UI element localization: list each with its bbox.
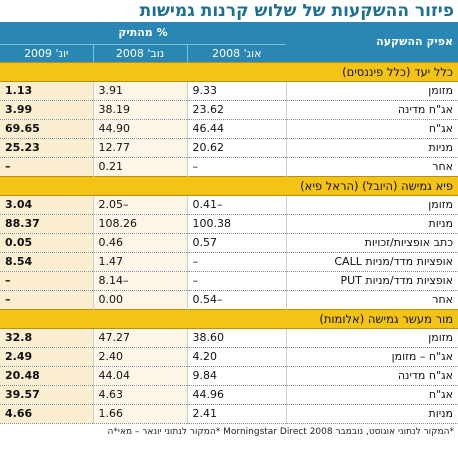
value-nov-2008: 8.14– [93, 271, 188, 291]
row-label: אופציות מדד/מניות CALL [286, 252, 458, 272]
value-nov-2008: 4.63 [93, 385, 188, 405]
value-nov-2008: 2.05– [93, 195, 188, 215]
value-jun-2009: 1.13 [0, 81, 94, 101]
header-row: אפיק ההשקעה % מהתיק [0, 22, 458, 62]
row-label: אג"ח – מזומן [286, 347, 458, 367]
section-header-row: כלל יעד (כלל פיננסים) [0, 61, 458, 82]
value-aug-2008: 2.41 [187, 404, 287, 424]
table-row: מזומן 0.41– 2.05– 3.04 [0, 195, 458, 215]
value-aug-2008: 38.60 [187, 328, 287, 348]
value-aug-2008: 9.84 [187, 366, 287, 386]
section-header-row: מור מעשר גמישה (אלומות) [0, 308, 458, 329]
value-jun-2009: 3.04 [0, 195, 94, 215]
value-jun-2009: 88.37 [0, 214, 94, 234]
table-row: אג"ח 46.44 44.90 69.65 [0, 119, 458, 139]
value-nov-2008: 2.40 [93, 347, 188, 367]
value-jun-2009: – [0, 290, 94, 310]
row-label: מניות [286, 214, 458, 234]
value-jun-2009: 8.54 [0, 252, 94, 272]
table-row: כתב אופציות/זכויות 0.57 0.46 0.05 [0, 233, 458, 253]
value-jun-2009: 20.48 [0, 366, 94, 386]
value-jun-2009: – [0, 157, 94, 177]
table-row: אג"ח מדינה 9.84 44.04 20.48 [0, 366, 458, 386]
value-aug-2008: 46.44 [187, 119, 287, 139]
value-jun-2009: 25.23 [0, 138, 94, 158]
row-label: אג"ח [286, 385, 458, 405]
table-row: מניות 100.38 108.26 88.37 [0, 214, 458, 234]
table-row: אחר 0.54– 0.00– [0, 290, 458, 310]
table-row: אופציות מדד/מניות PUT –8.14– – [0, 271, 458, 291]
table-row: מזומן 9.33 3.91 1.13 [0, 81, 458, 101]
value-nov-2008: 38.19 [93, 100, 188, 120]
value-aug-2008: 20.62 [187, 138, 287, 158]
table-row: מניות 2.41 1.66 4.66 [0, 404, 458, 424]
value-aug-2008: 4.20 [187, 347, 287, 367]
row-label: אחר [286, 157, 458, 177]
table-row: אופציות מדד/מניות CALL –1.47 8.54 [0, 252, 458, 272]
value-aug-2008: – [187, 157, 287, 177]
value-nov-2008: 0.00 [93, 290, 188, 310]
table-row: אג"ח מדינה 23.62 38.19 3.99 [0, 100, 458, 120]
value-aug-2008: – [187, 271, 287, 291]
row-label: מזומן [286, 195, 458, 215]
table-row: אג"ח – מזומן 4.20 2.40 2.49 [0, 347, 458, 367]
row-label: מזומן [286, 328, 458, 348]
table-body: כלל יעד (כלל פיננסים) מזומן 9.33 3.91 1.13 אג… [0, 61, 458, 424]
value-aug-2008: 0.41– [187, 195, 287, 215]
value-nov-2008: 3.91 [93, 81, 188, 101]
value-nov-2008: 108.26 [93, 214, 188, 234]
table-row: אחר –0.21– [0, 157, 458, 177]
fund-name: פיא גמישה (היובל) (הראל פיא) [0, 175, 458, 196]
value-nov-2008: 44.90 [93, 119, 188, 139]
col-nov-2008: נוב' 2008 [93, 43, 188, 62]
value-nov-2008: 12.77 [93, 138, 188, 158]
fund-name: מור מעשר גמישה (אלומות) [0, 308, 458, 329]
value-aug-2008: 100.38 [187, 214, 287, 234]
value-jun-2009: 69.65 [0, 119, 94, 139]
value-aug-2008: 44.96 [187, 385, 287, 405]
value-aug-2008: 9.33 [187, 81, 287, 101]
table-row: מזומן 38.60 47.27 32.8 [0, 328, 458, 348]
value-jun-2009: 39.57 [0, 385, 94, 405]
value-nov-2008: 0.46 [93, 233, 188, 253]
type-column-header: אפיק ההשקעה [286, 22, 458, 62]
row-label: אחר [286, 290, 458, 310]
value-nov-2008: 44.04 [93, 366, 188, 386]
col-jun-2009: יונ' 2009 [0, 43, 94, 62]
value-jun-2009: 32.8 [0, 328, 94, 348]
row-label: מזומן [286, 81, 458, 101]
row-label: מניות [286, 404, 458, 424]
row-label: אג"ח [286, 119, 458, 139]
value-nov-2008: 47.27 [93, 328, 188, 348]
value-jun-2009: – [0, 271, 94, 291]
date-header-row: אוג' 2008 נוב' 2008 יונ' 2009 [0, 43, 458, 62]
page-title: פיזור ההשקעות של שלוש קרנות גמישות [139, 1, 454, 21]
row-label: אופציות מדד/מניות PUT [286, 271, 458, 291]
value-nov-2008: 1.66 [93, 404, 188, 424]
table-row: אג"ח 44.96 4.63 39.57 [0, 385, 458, 405]
value-nov-2008: 1.47 [93, 252, 188, 272]
row-label: מניות [286, 138, 458, 158]
value-aug-2008: 23.62 [187, 100, 287, 120]
value-jun-2009: 2.49 [0, 347, 94, 367]
row-label: כתב אופציות/זכויות [286, 233, 458, 253]
value-aug-2008: 0.57 [187, 233, 287, 253]
pct-column-header: % מהתיק [0, 22, 287, 44]
row-label: אג"ח מדינה [286, 366, 458, 386]
value-nov-2008: 0.21 [93, 157, 188, 177]
table-row: מניות 20.62 12.77 25.23 [0, 138, 458, 158]
row-label: אג"ח מדינה [286, 100, 458, 120]
value-jun-2009: 0.05 [0, 233, 94, 253]
section-header-row: פיא גמישה (היובל) (הראל פיא) [0, 175, 458, 196]
value-aug-2008: – [187, 252, 287, 272]
col-aug-2008: אוג' 2008 [187, 43, 287, 62]
fund-name: כלל יעד (כלל פיננסים) [0, 61, 458, 82]
source-footnote: *המקור לנתוני אוגוסט, נובמבר Morningstar… [107, 426, 454, 437]
value-jun-2009: 3.99 [0, 100, 94, 120]
investment-table: אפיק ההשקעה % מהתיק אוג' 2008 נוב' 2008 … [0, 22, 458, 424]
value-jun-2009: 4.66 [0, 404, 94, 424]
value-aug-2008: 0.54– [187, 290, 287, 310]
